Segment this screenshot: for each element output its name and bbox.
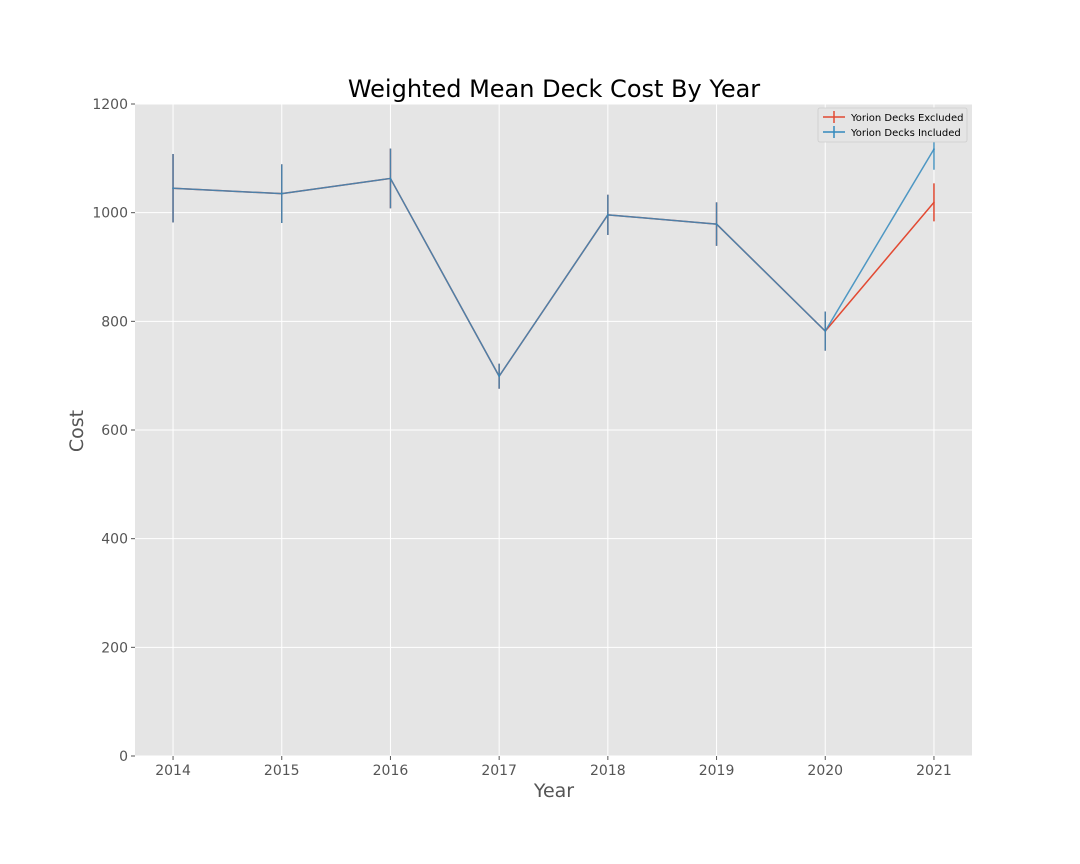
legend: Yorion Decks Excluded Yorion Decks Inclu…: [817, 107, 968, 143]
data-point: [607, 214, 609, 216]
x-tick-label: 2014: [155, 763, 191, 779]
x-tick-label: 2015: [264, 763, 300, 779]
x-tick-label: 2020: [807, 763, 843, 779]
y-tick-label: 400: [101, 532, 128, 548]
y-tick-label: 200: [101, 640, 128, 656]
x-tick-label: 2018: [590, 763, 626, 779]
x-tick-label: 2021: [916, 763, 952, 779]
data-point: [498, 375, 500, 378]
data-point: [172, 187, 174, 190]
x-axis-label: Year: [533, 780, 574, 802]
y-tick-label: 1000: [92, 206, 128, 222]
x-tick-label: 2017: [481, 763, 517, 779]
legend-box: [817, 107, 968, 143]
x-tick-label: 2019: [699, 763, 735, 779]
legend-label-excluded: Yorion Decks Excluded: [850, 113, 963, 124]
x-tick-label: 2016: [373, 763, 409, 779]
chart-title: Weighted Mean Deck Cost By Year: [348, 75, 760, 103]
data-point: [933, 201, 935, 204]
series-1: [172, 128, 935, 389]
data-point: [280, 192, 283, 195]
y-tick-label: 1200: [92, 97, 128, 113]
data-point: [824, 330, 827, 332]
data-point: [933, 148, 935, 150]
y-tick-label: 600: [101, 423, 128, 439]
series-layer: [172, 128, 935, 389]
series-line: [173, 148, 935, 377]
legend-label-included: Yorion Decks Included: [850, 128, 961, 139]
data-point: [715, 223, 718, 225]
y-tick-label: 0: [119, 749, 128, 765]
y-tick-label: 800: [101, 314, 128, 330]
data-point: [389, 177, 392, 180]
y-axis-label: Cost: [66, 410, 88, 452]
ticks: 0 200 400 600 800 1000 1200 2014 2015 2016 2017 201…: [92, 97, 951, 779]
